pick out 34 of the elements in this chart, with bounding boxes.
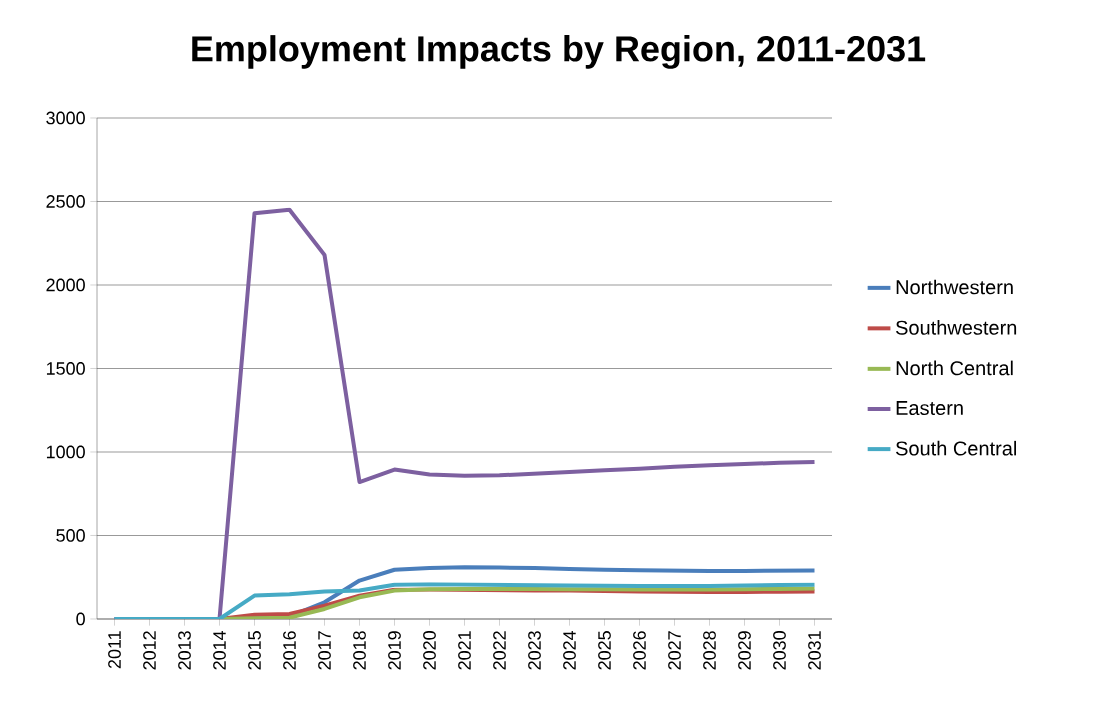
x-tick-label: 2031 xyxy=(808,631,821,670)
legend-label: South Central xyxy=(895,440,1017,456)
x-tick-label: 2022 xyxy=(493,631,506,670)
x-tick-label: 2015 xyxy=(248,631,261,670)
x-tick-label: 2017 xyxy=(318,631,331,670)
legend-label: Southwestern xyxy=(895,320,1017,335)
x-tick-label: 2030 xyxy=(773,631,786,670)
y-tick-label: 2500 xyxy=(46,195,85,208)
y-tick-label: 500 xyxy=(56,529,85,542)
y-tick-label: 1500 xyxy=(46,362,85,375)
y-tick-label: 0 xyxy=(76,612,85,626)
y-tick-label: 3000 xyxy=(46,111,85,125)
x-tick-label: 2027 xyxy=(668,631,681,670)
y-tick-label: 1000 xyxy=(46,445,85,459)
x-tick-label: 2012 xyxy=(143,631,156,670)
chart-title: Employment Impacts by Region, 2011-2031 xyxy=(192,35,926,69)
x-tick-label: 2021 xyxy=(458,631,471,670)
x-tick-label: 2011 xyxy=(108,631,121,669)
x-tick-label: 2025 xyxy=(598,631,611,670)
legend-label: North Central xyxy=(896,360,1013,376)
x-tick-label: 2016 xyxy=(283,631,296,670)
x-tick-label: 2019 xyxy=(388,631,401,670)
x-tick-label: 2029 xyxy=(738,631,751,670)
x-tick-label: 2018 xyxy=(353,631,366,670)
x-tick-label: 2013 xyxy=(178,631,191,670)
x-tick-label: 2023 xyxy=(528,631,541,670)
x-tick-label: 2020 xyxy=(423,631,436,670)
legend-label: Northwestern xyxy=(896,279,1013,295)
x-tick-label: 2028 xyxy=(703,631,716,670)
x-tick-label: 2014 xyxy=(213,630,226,670)
x-tick-label: 2026 xyxy=(633,631,646,670)
legend-label: Eastern xyxy=(896,401,963,416)
x-tick-label: 2024 xyxy=(563,630,576,670)
y-tick-label: 2000 xyxy=(46,278,85,292)
